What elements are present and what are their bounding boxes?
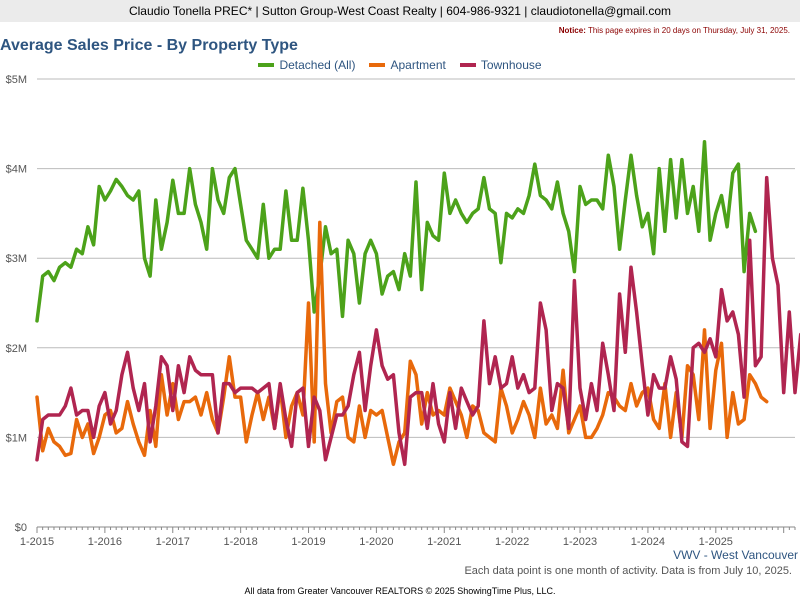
x-tick-label: 1-2024 [631,536,665,548]
expiry-notice: Notice: This page expires in 20 days on … [559,26,790,35]
y-tick-label: $3M [6,253,27,265]
x-tick-label: 1-2018 [224,536,258,548]
x-tick-label: 1-2017 [156,536,190,548]
x-tick-label: 1-2021 [427,536,461,548]
legend-item-townhouse[interactable]: Townhouse [459,58,542,72]
notice-text: This page expires in 20 days on Thursday… [585,26,790,35]
y-tick-label: $2M [6,343,27,355]
legend-swatch-townhouse [459,63,476,67]
legend-item-apartment[interactable]: Apartment [369,58,446,72]
x-tick-label: 1-2023 [563,536,597,548]
x-tick-label: 1-2015 [20,536,54,548]
x-tick-label: 1-2016 [88,536,122,548]
notice-label: Notice: [558,26,586,35]
legend-swatch-apartment [369,63,386,67]
series-line-townhouse [35,175,800,467]
legend-swatch-detached [258,63,275,67]
y-tick-label: $5M [6,74,27,86]
y-tick-label: $0 [15,522,27,534]
region-label: VWV - West Vancouver [673,548,798,562]
x-tick-label: 1-2019 [291,536,325,548]
footer-credit: All data from Greater Vancouver REALTORS… [244,586,556,596]
chart-legend: Detached (All) Apartment Townhouse [0,58,800,72]
header-bar: Claudio Tonella PREC* | Sutton Group-Wes… [0,0,800,22]
activity-note: Each data point is one month of activity… [464,565,792,577]
legend-label-apartment: Apartment [390,58,446,72]
x-tick-label: 1-2022 [495,536,529,548]
x-tick-label: 1-2020 [359,536,393,548]
chart-title: Average Sales Price - By Property Type [0,37,298,54]
header-text: Claudio Tonella PREC* | Sutton Group-Wes… [128,4,672,18]
legend-label-detached: Detached (All) [279,58,356,72]
x-tick-label: 1-2025 [699,536,733,548]
y-tick-label: $1M [6,432,27,444]
legend-label-townhouse: Townhouse [480,58,542,72]
legend-item-detached[interactable]: Detached (All) [258,58,355,72]
y-tick-label: $4M [6,164,27,176]
series-line-detached [35,139,758,323]
